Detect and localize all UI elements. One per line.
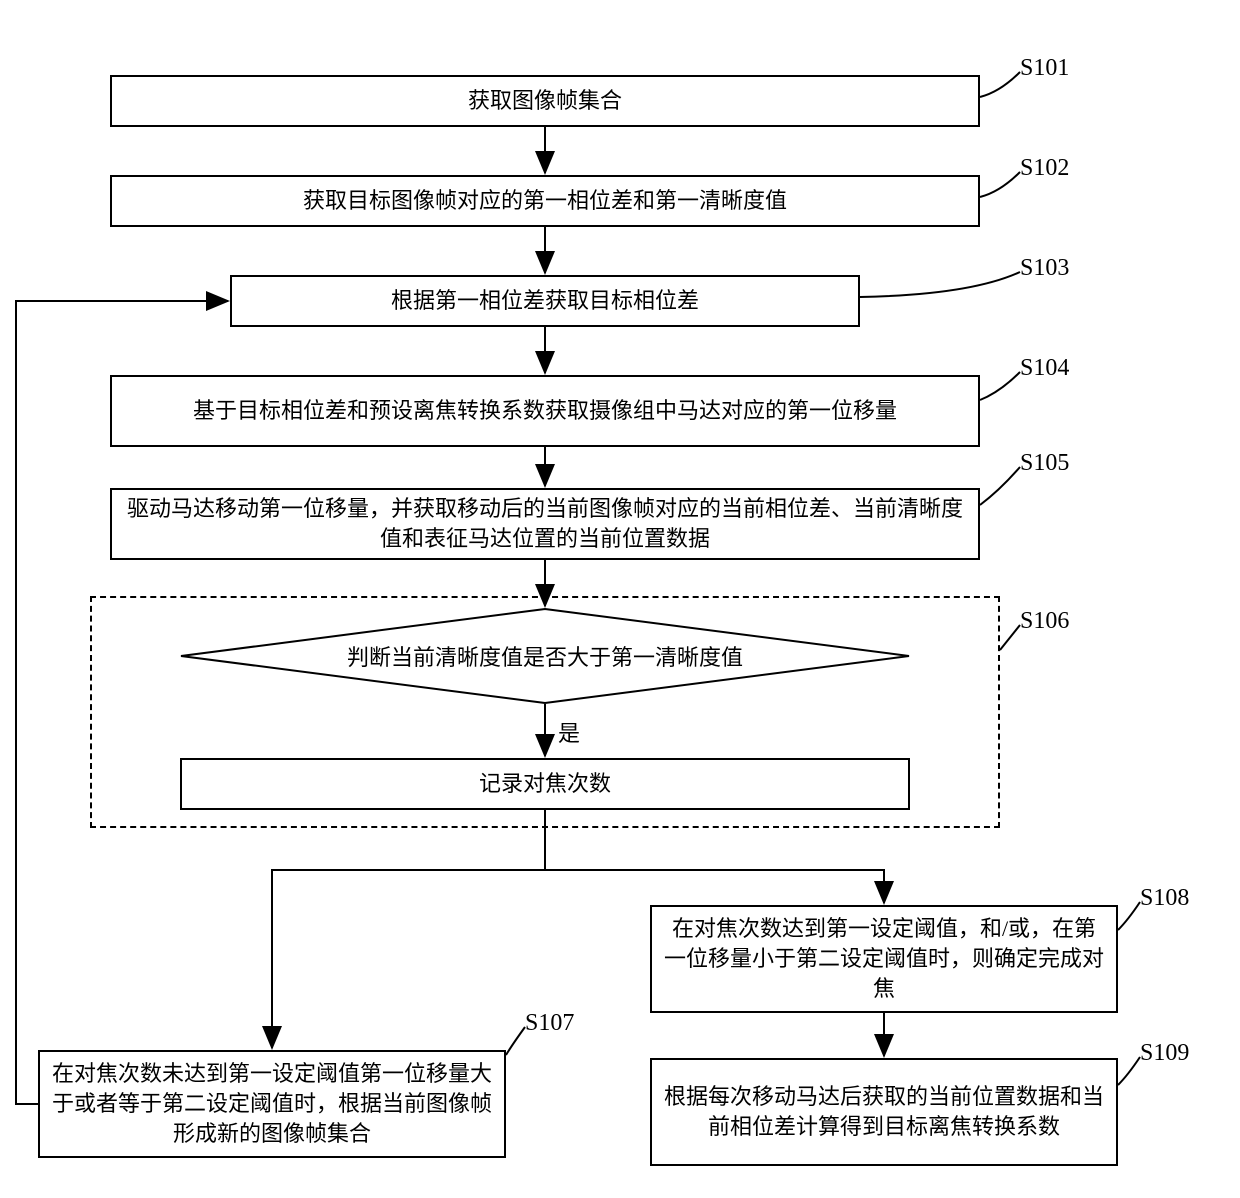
node-s101-text: 获取图像帧集合 <box>468 86 622 116</box>
label-s109: S109 <box>1140 1040 1189 1067</box>
node-s107: 在对焦次数未达到第一设定阈值第一位移量大于或者等于第二设定阈值时，根据当前图像帧… <box>38 1050 506 1158</box>
node-s104: 基于目标相位差和预设离焦转换系数获取摄像组中马达对应的第一位移量 <box>110 375 980 447</box>
node-s106-record: 记录对焦次数 <box>180 758 910 810</box>
node-s109-text: 根据每次移动马达后获取的当前位置数据和当前相位差计算得到目标离焦转换系数 <box>664 1082 1104 1141</box>
edge-label-yes: 是 <box>558 716 580 748</box>
node-s107-text: 在对焦次数未达到第一设定阈值第一位移量大于或者等于第二设定阈值时，根据当前图像帧… <box>52 1059 492 1148</box>
node-s104-text: 基于目标相位差和预设离焦转换系数获取摄像组中马达对应的第一位移量 <box>193 396 897 426</box>
node-s108: 在对焦次数达到第一设定阈值，和/或，在第一位移量小于第二设定阈值时，则确定完成对… <box>650 905 1118 1013</box>
node-s109: 根据每次移动马达后获取的当前位置数据和当前相位差计算得到目标离焦转换系数 <box>650 1058 1118 1166</box>
node-s102: 获取目标图像帧对应的第一相位差和第一清晰度值 <box>110 175 980 227</box>
node-s101: 获取图像帧集合 <box>110 75 980 127</box>
label-s101: S101 <box>1020 55 1069 82</box>
label-s108: S108 <box>1140 885 1189 912</box>
node-s106-record-text: 记录对焦次数 <box>479 769 611 799</box>
node-s103: 根据第一相位差获取目标相位差 <box>230 275 860 327</box>
node-s105-text: 驱动马达移动第一位移量，并获取移动后的当前图像帧对应的当前相位差、当前清晰度值和… <box>124 494 966 553</box>
node-s102-text: 获取目标图像帧对应的第一相位差和第一清晰度值 <box>303 186 787 216</box>
decision-s106: 判断当前清晰度值是否大于第一清晰度值 <box>180 608 910 704</box>
label-s105: S105 <box>1020 450 1069 477</box>
node-s103-text: 根据第一相位差获取目标相位差 <box>391 286 699 316</box>
label-s102: S102 <box>1020 155 1069 182</box>
node-s105: 驱动马达移动第一位移量，并获取移动后的当前图像帧对应的当前相位差、当前清晰度值和… <box>110 488 980 560</box>
label-s103: S103 <box>1020 255 1069 282</box>
label-s104: S104 <box>1020 355 1069 382</box>
label-s106: S106 <box>1020 608 1069 635</box>
label-s107: S107 <box>525 1010 574 1037</box>
node-s108-text: 在对焦次数达到第一设定阈值，和/或，在第一位移量小于第二设定阈值时，则确定完成对… <box>664 914 1104 1003</box>
decision-s106-text: 判断当前清晰度值是否大于第一清晰度值 <box>180 608 910 704</box>
